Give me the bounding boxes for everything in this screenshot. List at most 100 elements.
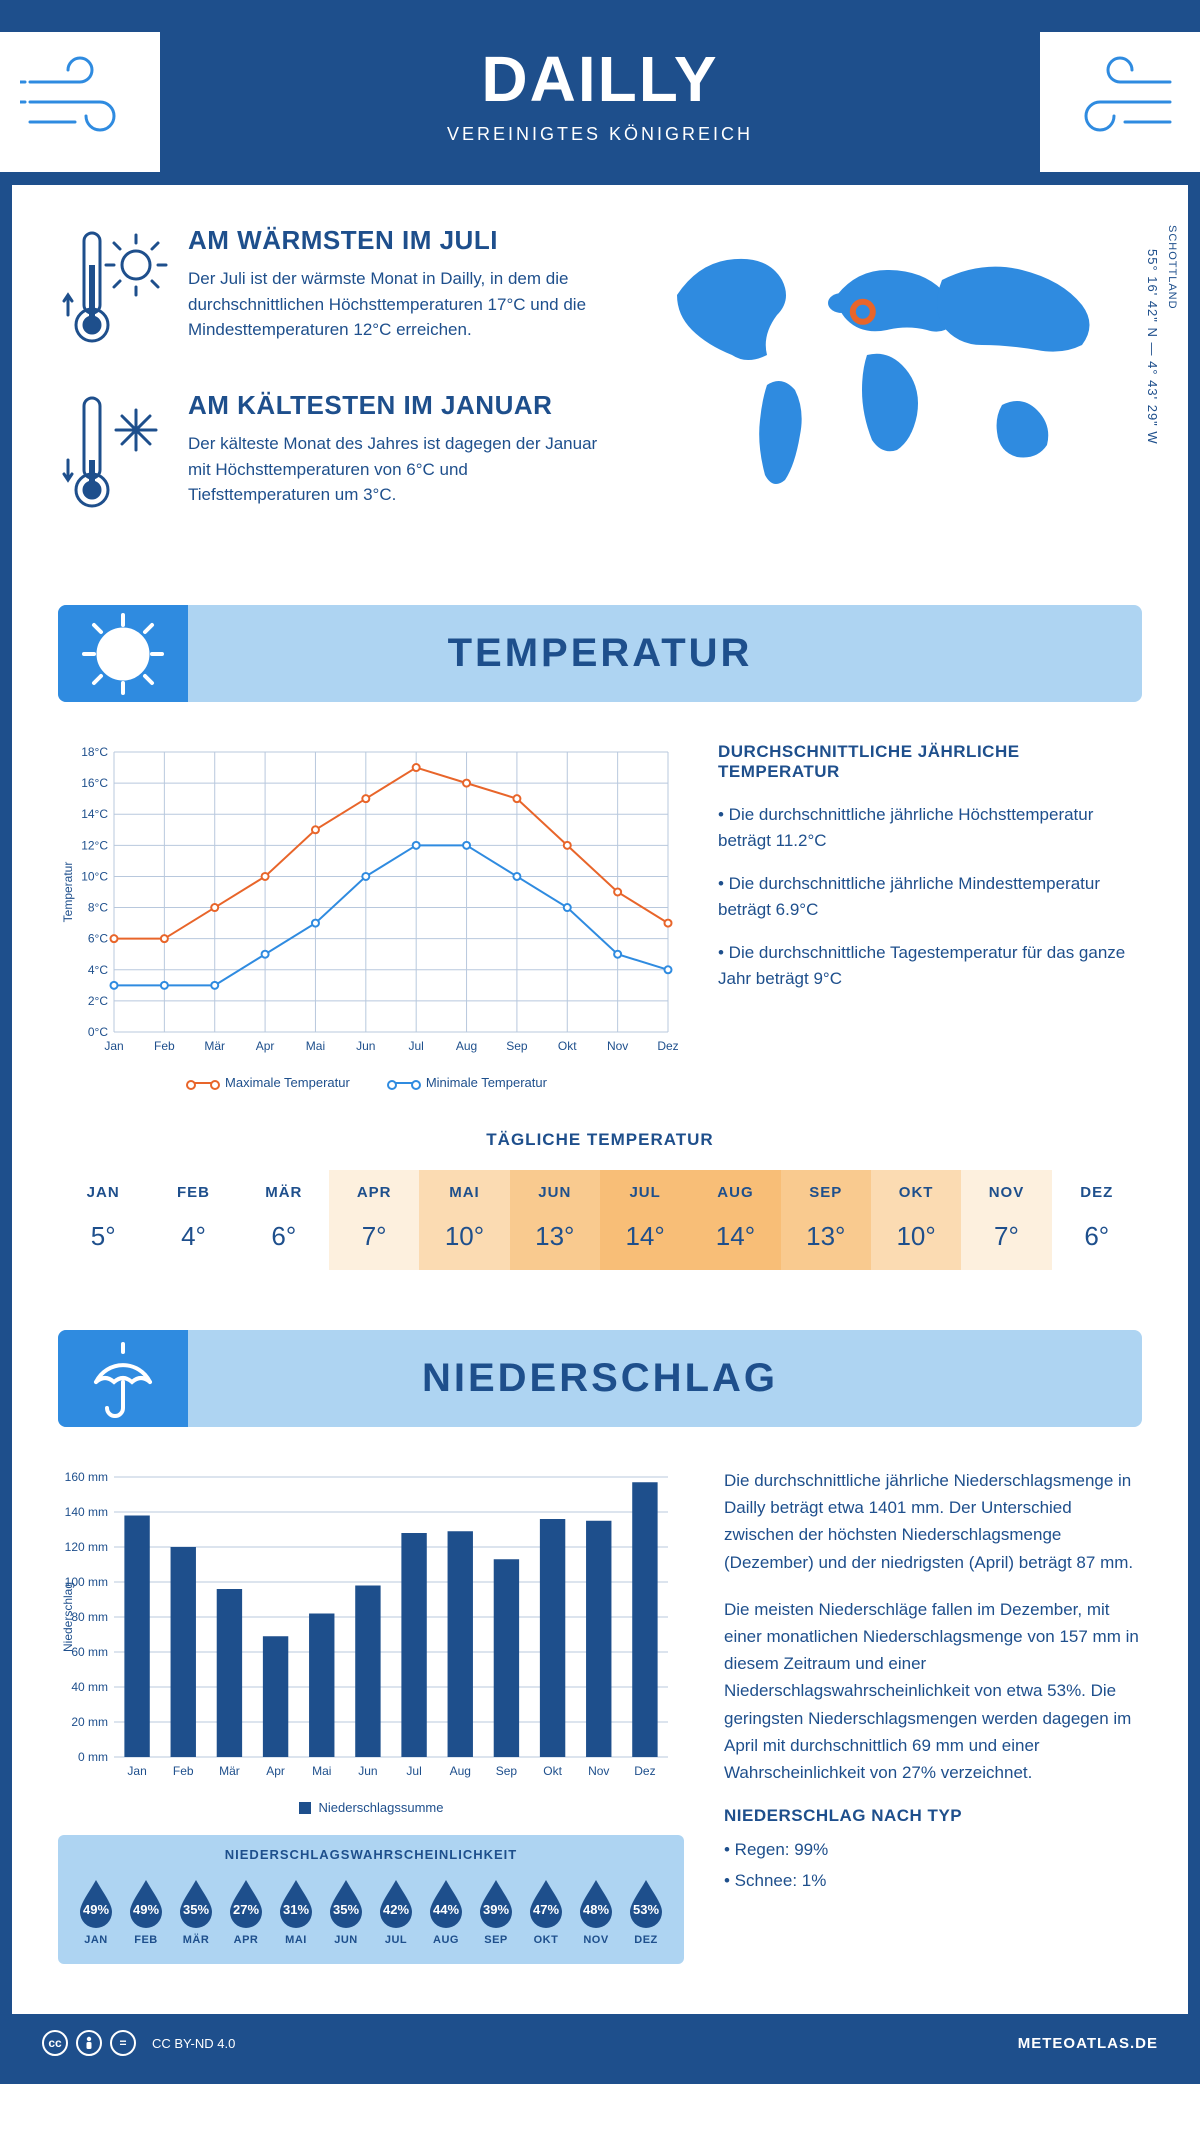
daily-value: 4° (152, 1221, 234, 1252)
svg-text:160 mm: 160 mm (65, 1470, 108, 1484)
wind-icon-left (0, 32, 160, 172)
prob-month: SEP (474, 1934, 518, 1946)
daily-month: FEB (152, 1184, 234, 1201)
warmest-title: AM WÄRMSTEN IM JULI (188, 225, 602, 256)
temperature-facts: DURCHSCHNITTLICHE JÄHRLICHE TEMPERATUR •… (718, 742, 1142, 1090)
svg-text:Temperatur: Temperatur (61, 862, 75, 923)
daily-temp-cell: MÄR6° (239, 1170, 329, 1270)
svg-text:Aug: Aug (450, 1764, 471, 1778)
prob-month: APR (224, 1934, 268, 1946)
svg-text:49%: 49% (83, 1902, 109, 1917)
prob-month: DEZ (624, 1934, 668, 1946)
license: cc = CC BY-ND 4.0 (42, 2030, 235, 2056)
svg-text:Mai: Mai (312, 1764, 331, 1778)
svg-text:35%: 35% (183, 1902, 209, 1917)
svg-text:Dez: Dez (634, 1764, 655, 1778)
daily-value: 7° (333, 1221, 415, 1252)
precip-left-col: 0 mm20 mm40 mm60 mm80 mm100 mm120 mm140 … (58, 1467, 684, 1964)
prob-month: NOV (574, 1934, 618, 1946)
drop-icon: 27% (224, 1876, 268, 1928)
daily-value: 5° (62, 1221, 144, 1252)
drop-icon: 44% (424, 1876, 468, 1928)
svg-text:Sep: Sep (496, 1764, 518, 1778)
svg-text:8°C: 8°C (88, 901, 108, 915)
daily-value: 7° (965, 1221, 1047, 1252)
svg-text:16°C: 16°C (81, 776, 108, 790)
temp-bullet: • Die durchschnittliche jährliche Höchst… (718, 802, 1142, 853)
umbrella-icon (58, 1330, 188, 1427)
prob-month: JAN (74, 1934, 118, 1946)
drop-icon: 35% (174, 1876, 218, 1928)
svg-text:Jul: Jul (406, 1764, 421, 1778)
precip-row: 0 mm20 mm40 mm60 mm80 mm100 mm120 mm140 … (58, 1467, 1142, 1964)
prob-month: AUG (424, 1934, 468, 1946)
temp-facts-title: DURCHSCHNITTLICHE JÄHRLICHE TEMPERATUR (718, 742, 1142, 782)
daily-temp-cell: JAN5° (58, 1170, 148, 1270)
svg-text:18°C: 18°C (81, 745, 108, 759)
daily-temp-cell: OKT10° (871, 1170, 961, 1270)
svg-text:12°C: 12°C (81, 838, 108, 852)
world-map: SCHOTTLAND 55° 16' 42" N — 4° 43' 29" W (642, 225, 1142, 555)
svg-text:4°C: 4°C (88, 963, 108, 977)
temp-bullet: • Die durchschnittliche jährliche Mindes… (718, 871, 1142, 922)
footer: cc = CC BY-ND 4.0 METEOATLAS.DE (12, 2014, 1188, 2072)
svg-text:Mär: Mär (204, 1039, 225, 1053)
wind-icon-right (1040, 32, 1200, 172)
precip-para-1: Die durchschnittliche jährliche Niedersc… (724, 1467, 1142, 1576)
precip-text-col: Die durchschnittliche jährliche Niedersc… (724, 1467, 1142, 1964)
daily-value: 13° (785, 1221, 867, 1252)
svg-text:0°C: 0°C (88, 1025, 108, 1039)
prob-cell: 42% JUL (374, 1876, 418, 1946)
svg-text:Apr: Apr (266, 1764, 285, 1778)
daily-temp-cell: MAI10° (419, 1170, 509, 1270)
prob-month: FEB (124, 1934, 168, 1946)
svg-text:Dez: Dez (657, 1039, 678, 1053)
svg-text:10°C: 10°C (81, 869, 108, 883)
svg-text:20 mm: 20 mm (71, 1715, 108, 1729)
daily-temp-table: JAN5°FEB4°MÄR6°APR7°MAI10°JUN13°JUL14°AU… (58, 1170, 1142, 1270)
prob-month: MÄR (174, 1934, 218, 1946)
country-subtitle: VEREINIGTES KÖNIGREICH (32, 124, 1168, 145)
prob-cell: 53% DEZ (624, 1876, 668, 1946)
license-text: CC BY-ND 4.0 (152, 2036, 235, 2051)
svg-text:Jan: Jan (127, 1764, 146, 1778)
precip-type-title: NIEDERSCHLAG NACH TYP (724, 1806, 1142, 1826)
svg-text:Okt: Okt (543, 1764, 562, 1778)
svg-text:Mär: Mär (219, 1764, 240, 1778)
svg-text:Okt: Okt (558, 1039, 577, 1053)
precip-legend-label: Niederschlagssumme (319, 1800, 444, 1815)
drop-icon: 35% (324, 1876, 368, 1928)
daily-value: 14° (604, 1221, 686, 1252)
warmest-fact: AM WÄRMSTEN IM JULI Der Juli ist der wär… (58, 225, 602, 360)
svg-text:80 mm: 80 mm (71, 1610, 108, 1624)
svg-text:0 mm: 0 mm (78, 1750, 108, 1764)
prob-month: JUN (324, 1934, 368, 1946)
daily-value: 14° (694, 1221, 776, 1252)
nd-icon: = (110, 2030, 136, 2056)
svg-text:Nov: Nov (588, 1764, 609, 1778)
svg-text:14°C: 14°C (81, 807, 108, 821)
daily-month: APR (333, 1184, 415, 1201)
daily-value: 6° (1056, 1221, 1138, 1252)
svg-text:Niederschlag: Niederschlag (61, 1582, 75, 1652)
svg-text:2°C: 2°C (88, 994, 108, 1008)
content: AM WÄRMSTEN IM JULI Der Juli ist der wär… (12, 185, 1188, 2014)
daily-month: MAI (423, 1184, 505, 1201)
daily-temp-cell: DEZ6° (1052, 1170, 1142, 1270)
prob-cell: 39% SEP (474, 1876, 518, 1946)
temperature-section-band: TEMPERATUR (58, 605, 1142, 702)
daily-month: AUG (694, 1184, 776, 1201)
prob-cell: 49% FEB (124, 1876, 168, 1946)
precip-bar-chart: 0 mm20 mm40 mm60 mm80 mm100 mm120 mm140 … (58, 1467, 684, 1815)
svg-text:Nov: Nov (607, 1039, 628, 1053)
svg-text:Jun: Jun (356, 1039, 375, 1053)
daily-value: 10° (875, 1221, 957, 1252)
sun-icon (58, 605, 188, 702)
svg-text:Jul: Jul (409, 1039, 424, 1053)
svg-text:39%: 39% (483, 1902, 509, 1917)
prob-cell: 47% OKT (524, 1876, 568, 1946)
daily-temp-cell: JUN13° (510, 1170, 600, 1270)
region-label: SCHOTTLAND (1166, 225, 1178, 310)
daily-month: MÄR (243, 1184, 325, 1201)
svg-text:Aug: Aug (456, 1039, 477, 1053)
